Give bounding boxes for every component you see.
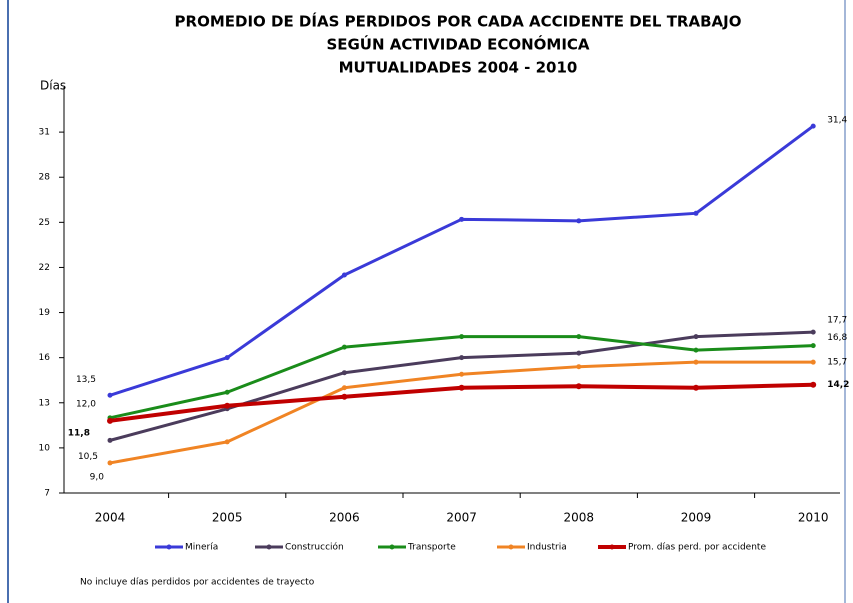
data-point [107,417,113,424]
data-point [810,381,817,388]
x-tick-label: 2009 [681,511,712,525]
data-point [693,347,699,353]
data-point [107,437,113,443]
data-point [810,343,816,349]
data-point [693,359,699,365]
legend-label: Industria [527,543,567,553]
data-point [459,371,465,377]
data-point [107,460,113,466]
data-point [693,384,699,391]
legend-label: Transporte [407,543,456,553]
data-point [458,384,465,391]
x-tick-label: 2005 [212,511,243,525]
legend-swatch [166,544,172,550]
data-label: 15,7 [827,358,847,368]
y-tick-label: 16 [39,353,51,363]
data-point [459,355,465,361]
y-tick-label: 19 [39,308,51,318]
data-point [459,334,465,340]
data-label: 10,5 [78,452,98,462]
legend-label: Construcción [285,542,344,553]
data-point [341,393,348,400]
data-point [693,210,699,216]
data-point [810,329,816,335]
legend-label: Minería [185,543,218,553]
y-tick-label: 28 [39,173,51,183]
data-point [224,439,230,445]
data-point [575,383,582,390]
y-tick-label: 7 [44,489,50,499]
legend-swatch [508,544,514,550]
y-tick-label: 22 [39,263,50,273]
chart-title: PROMEDIO DE DÍAS PERDIDOS POR CADA ACCID… [175,12,742,31]
data-label: 16,8 [827,333,847,343]
data-label: 12,0 [76,399,96,409]
legend-label: Prom. días perd. por accidente [628,543,766,553]
data-label: 11,8 [68,428,90,438]
x-tick-label: 2004 [95,511,126,525]
y-axis-label: Días [40,79,66,93]
legend-swatch [609,544,615,550]
data-point [341,272,347,278]
data-point [341,385,347,391]
data-label: 13,5 [76,375,96,385]
data-point [810,359,816,365]
data-label: 31,4 [827,116,847,126]
data-point [224,402,231,409]
data-point [224,389,230,395]
chart-title: SEGÚN ACTIVIDAD ECONÓMICA [326,35,589,54]
x-tick-label: 2010 [798,511,829,525]
y-tick-label: 13 [39,398,50,408]
data-point [576,334,582,340]
y-tick-label: 31 [39,128,50,138]
data-point [341,370,347,376]
legend-swatch [389,544,395,550]
footnote: No incluye días perdidos por accidentes … [80,578,315,588]
chart-title: MUTUALIDADES 2004 - 2010 [339,59,578,77]
data-point [224,355,230,361]
data-label: 14,2 [827,380,849,390]
data-point [576,364,582,370]
y-tick-label: 10 [39,443,51,453]
x-tick-label: 2006 [329,511,360,525]
data-point [693,334,699,340]
y-tick-label: 25 [39,218,50,228]
x-tick-label: 2008 [564,511,595,525]
data-point [341,344,347,350]
data-point [107,392,113,398]
data-point [810,123,816,129]
legend-swatch [266,544,272,550]
data-point [459,216,465,222]
data-point [576,350,582,356]
data-label: 17,7 [827,316,847,326]
x-tick-label: 2007 [446,511,477,525]
data-point [576,218,582,224]
data-label: 9,0 [90,472,105,482]
